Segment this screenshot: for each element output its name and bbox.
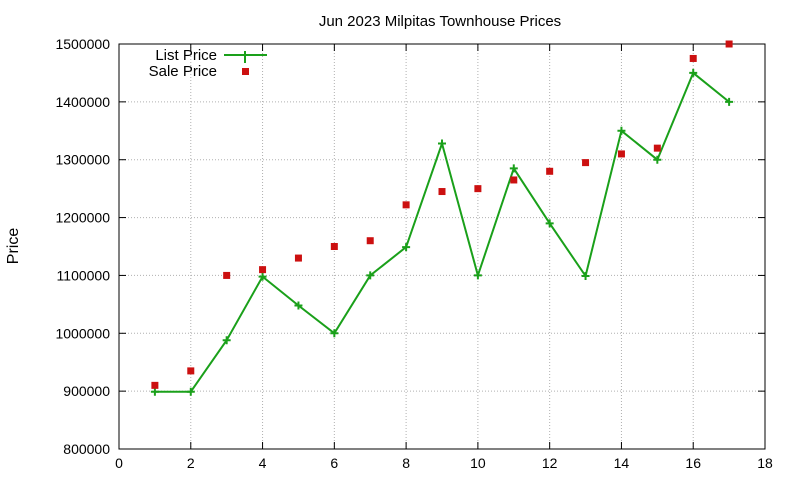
sale-price-point (474, 185, 482, 193)
x-tick-label: 0 (115, 455, 123, 471)
sale-price-point (438, 188, 446, 196)
x-tick-label: 4 (259, 455, 267, 471)
y-tick-label: 1400000 (55, 94, 110, 110)
sale-price-point (223, 271, 231, 279)
sale-price-point (402, 201, 410, 209)
grid (119, 44, 765, 449)
list-price-line (154, 71, 730, 393)
sale-price-point (259, 266, 267, 274)
legend: List Price Sale Price (149, 47, 267, 80)
sale-price-point (689, 54, 697, 62)
sale-price-point (187, 367, 195, 375)
x-tick-label: 2 (187, 455, 195, 471)
sale-price-point (582, 159, 590, 167)
legend-marker-sale-price (242, 68, 249, 75)
list-price-point (509, 164, 518, 173)
y-tick-label: 1100000 (57, 267, 111, 283)
list-price-point (330, 329, 339, 338)
sale-price-point (151, 381, 159, 389)
x-tick-label: 8 (402, 455, 410, 471)
y-axis-label: Price (5, 228, 22, 265)
list-price-point (689, 68, 698, 77)
y-tick-label: 1300000 (55, 152, 110, 168)
sale-price-point (294, 254, 302, 262)
x-tick-label: 18 (757, 455, 773, 471)
x-tick-label: 14 (614, 455, 630, 471)
x-tick-label: 10 (470, 455, 486, 471)
legend-label-sale-price: Sale Price (149, 63, 217, 80)
list-price-point (725, 97, 734, 106)
list-price-point (150, 387, 159, 396)
list-price-point (186, 387, 195, 396)
list-price-point (402, 243, 411, 252)
axis-ticks: 0 2 4 6 8 10 12 14 16 18 800000 900000 1000000 110000… (55, 36, 773, 471)
y-tick-label: 800000 (63, 441, 110, 457)
list-price-point (581, 272, 590, 281)
y-tick-label: 1200000 (55, 210, 110, 226)
list-price-point (617, 126, 626, 135)
y-tick-label: 900000 (63, 383, 110, 399)
x-tick-label: 6 (330, 455, 338, 471)
x-tick-label: 12 (542, 455, 558, 471)
list-price-point (366, 271, 375, 280)
legend-label-list-price: List Price (155, 47, 217, 64)
sale-price-point (653, 144, 661, 152)
list-price-point (222, 336, 231, 345)
series (150, 40, 734, 396)
sale-price-point (366, 237, 374, 245)
chart-title: Jun 2023 Milpitas Townhouse Prices (319, 13, 561, 30)
list-price-point (653, 155, 662, 164)
y-tick-label: 1500000 (55, 36, 110, 52)
list-price-point (473, 271, 482, 280)
y-tick-label: 1000000 (55, 325, 110, 341)
legend-marker-list-price (241, 51, 249, 63)
list-price-point (294, 301, 303, 310)
sale-price-point (330, 243, 338, 250)
x-tick-label: 16 (685, 455, 701, 471)
plot-frame (118, 43, 766, 450)
sale-price-point (725, 40, 733, 48)
sale-price-point (546, 167, 554, 175)
list-price-point (438, 139, 446, 148)
sale-price-point (617, 150, 625, 158)
list-price-point (258, 272, 267, 281)
sale-price-point (510, 176, 518, 184)
list-price-point (545, 219, 554, 228)
